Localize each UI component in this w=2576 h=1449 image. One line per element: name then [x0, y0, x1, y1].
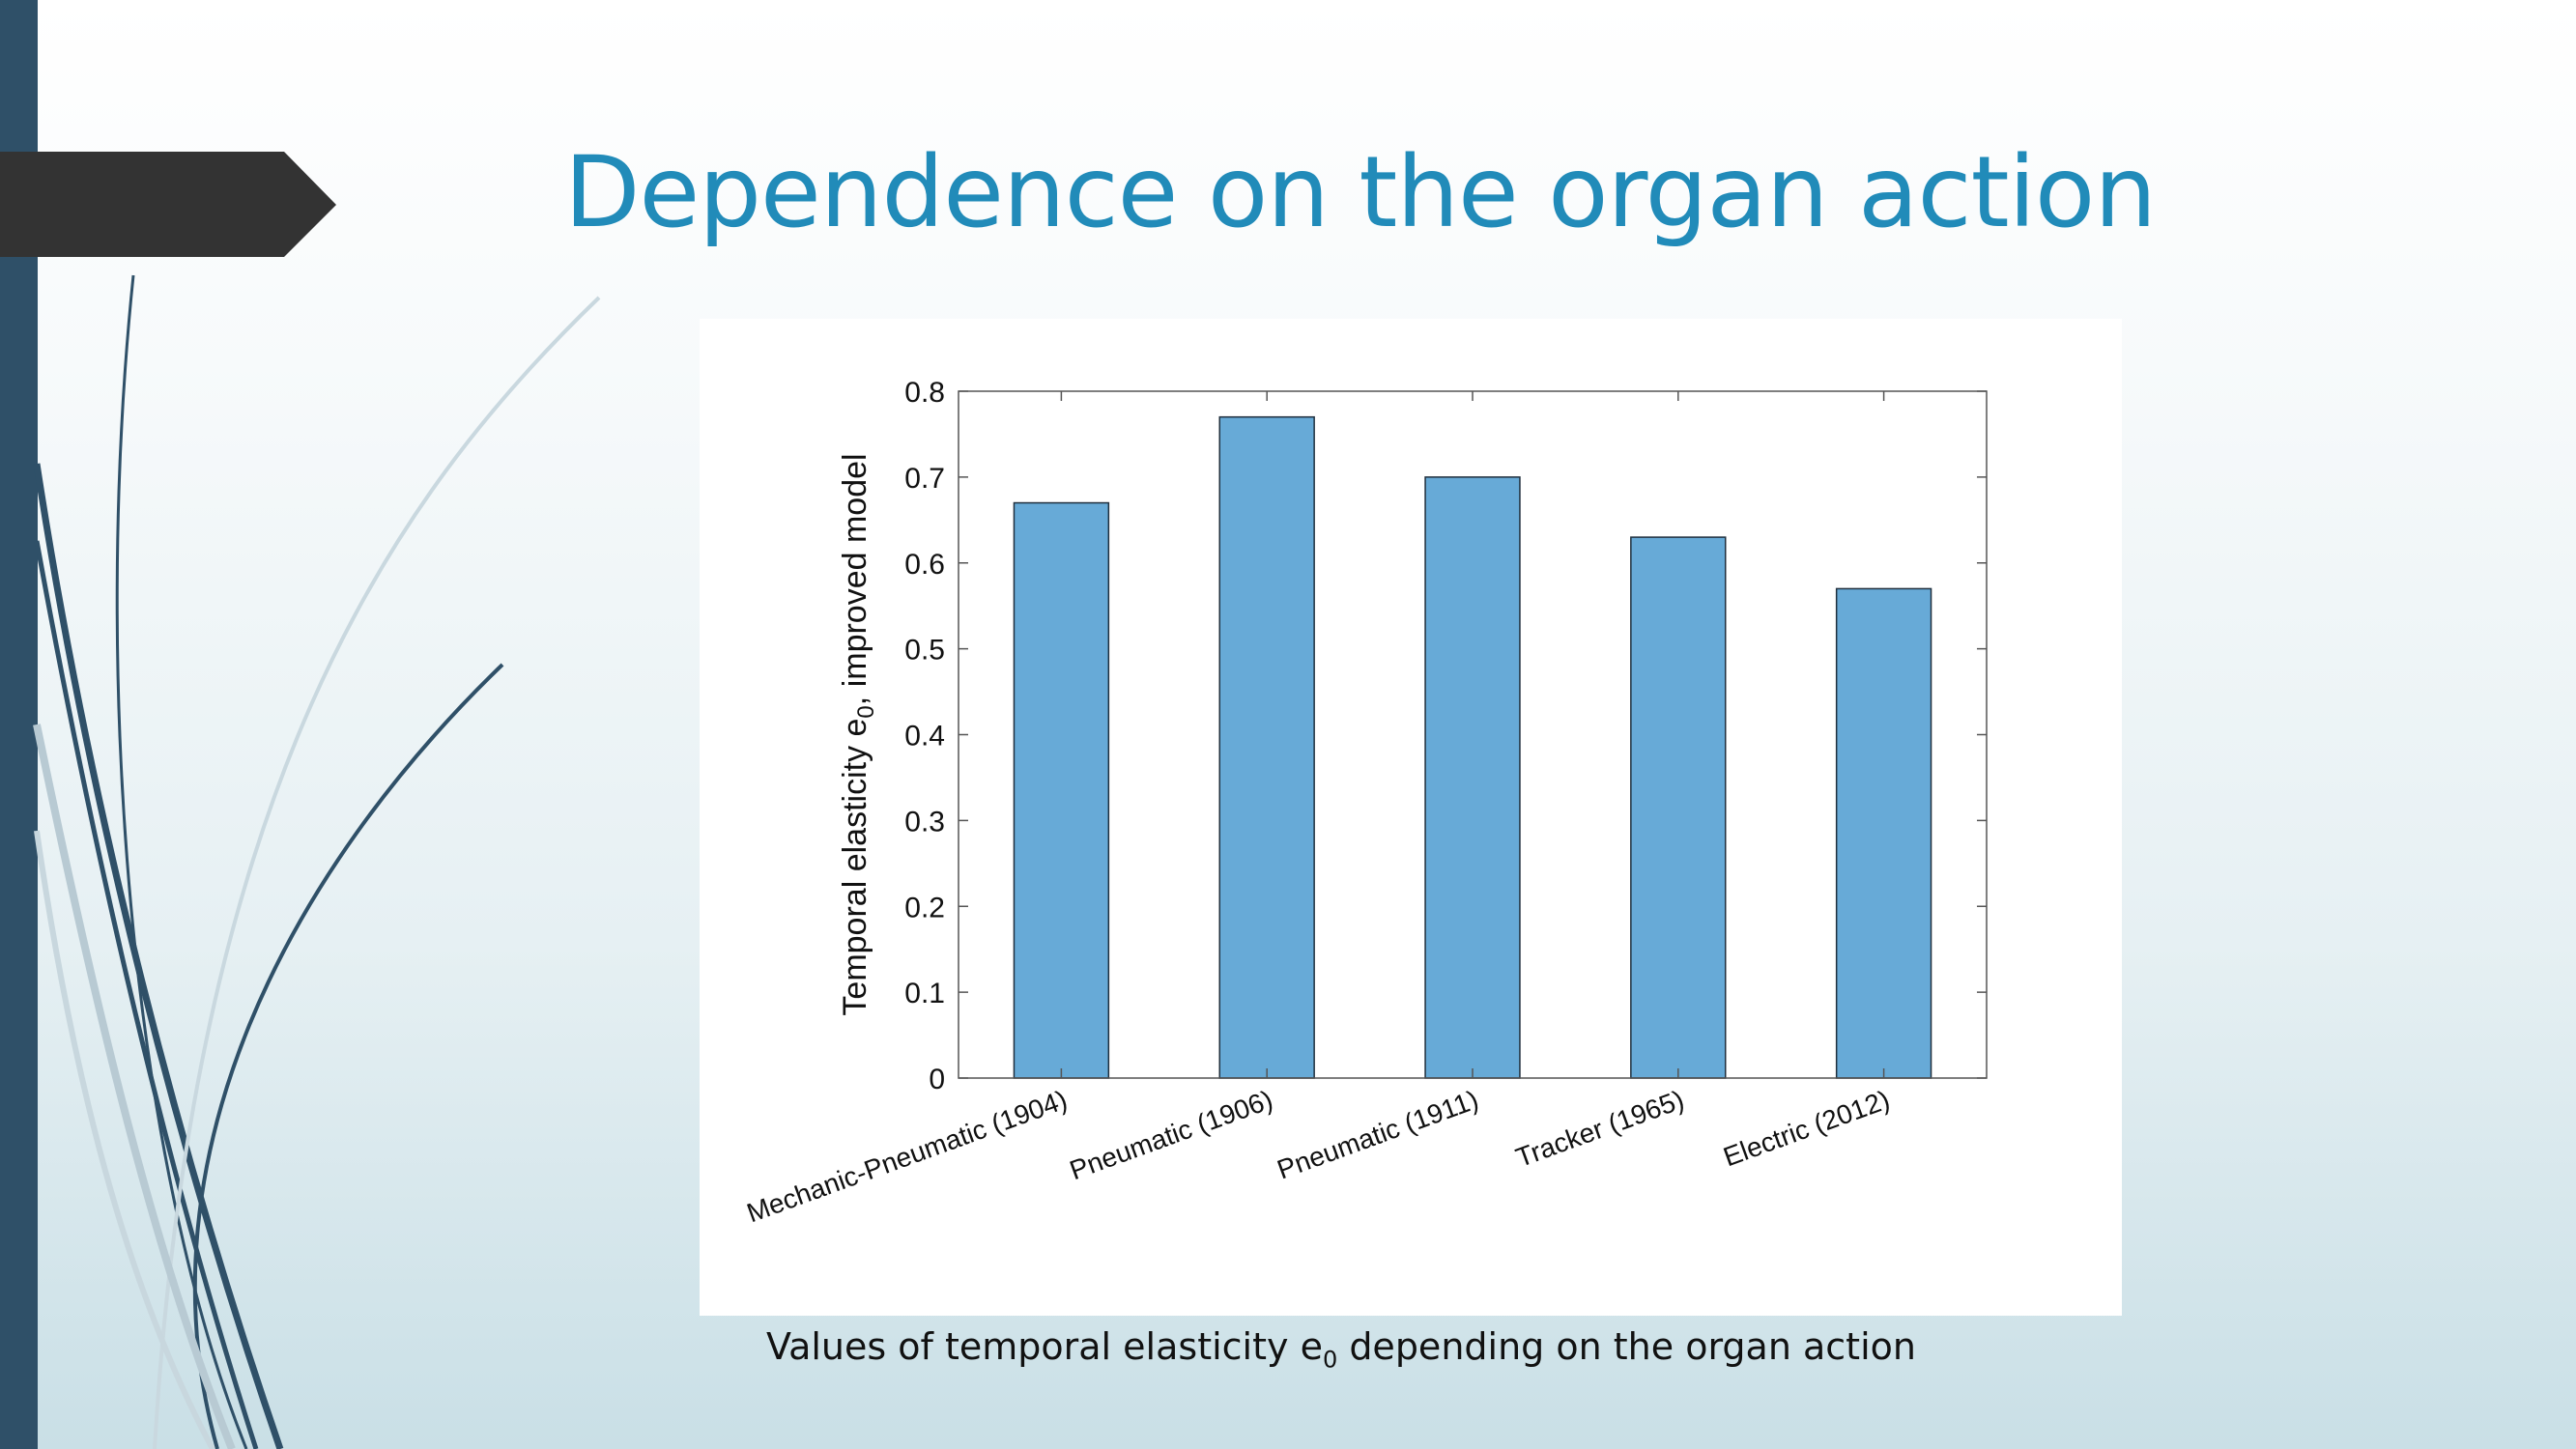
- x-tick-label: Electric (2012): [1719, 1085, 1893, 1173]
- y-tick-label: 0.6: [904, 549, 945, 581]
- y-axis-label-suffix: , improved model: [837, 453, 873, 705]
- y-tick-label: 0.3: [904, 806, 945, 838]
- caption-subscript: 0: [1322, 1346, 1338, 1374]
- bars: [1013, 415, 1932, 1079]
- x-tick-labels: Mechanic-Pneumatic (1904)Pneumatic (1906…: [743, 1085, 1894, 1229]
- x-tick-label: Tracker (1965): [1512, 1085, 1688, 1174]
- y-tick-label: 0.8: [904, 377, 945, 409]
- caption-text: Values of temporal elasticity e: [766, 1325, 1323, 1368]
- decorative-curves: [0, 152, 601, 1449]
- chart-panel: 0 0.1 0.2 0.3 0.4 0.5 0.6 0.7 0.8 Mechanic-Pneum…: [700, 319, 2122, 1316]
- x-tick-label: Pneumatic (1906): [1066, 1085, 1276, 1186]
- y-axis-label: Temporal elasticity e0, improved model: [837, 453, 879, 1015]
- y-tick-label: 0: [929, 1064, 945, 1095]
- y-tick-label: 0.5: [904, 635, 945, 667]
- caption-text-end: depending on the organ action: [1337, 1325, 1916, 1368]
- axis-ticks: [959, 390, 1987, 1079]
- bar-2: [1424, 476, 1521, 1079]
- bar-3: [1630, 536, 1727, 1079]
- figure-caption: Values of temporal elasticity e0 dependi…: [0, 1325, 2576, 1374]
- y-axis-label-main: Temporal elasticity e: [837, 719, 873, 1016]
- bar-4: [1835, 587, 1932, 1079]
- slide-title: Dependence on the organ action: [564, 135, 2157, 250]
- bar-chart: 0 0.1 0.2 0.3 0.4 0.5 0.6 0.7 0.8 Mechanic-Pneum…: [743, 377, 1988, 1229]
- y-tick-label: 0.1: [904, 978, 945, 1009]
- bar-1: [1218, 415, 1315, 1079]
- arrow-tab: [0, 152, 336, 257]
- y-tick-labels: 0 0.1 0.2 0.3 0.4 0.5 0.6 0.7 0.8: [904, 377, 945, 1095]
- y-axis-label-subscript: 0: [853, 705, 879, 718]
- y-tick-label: 0.2: [904, 892, 945, 923]
- y-tick-label: 0.7: [904, 463, 945, 495]
- y-tick-label: 0.4: [904, 721, 945, 753]
- x-tick-label: Mechanic-Pneumatic (1904): [743, 1085, 1072, 1229]
- x-tick-label: Pneumatic (1911): [1274, 1085, 1482, 1185]
- bar-0: [1013, 501, 1110, 1079]
